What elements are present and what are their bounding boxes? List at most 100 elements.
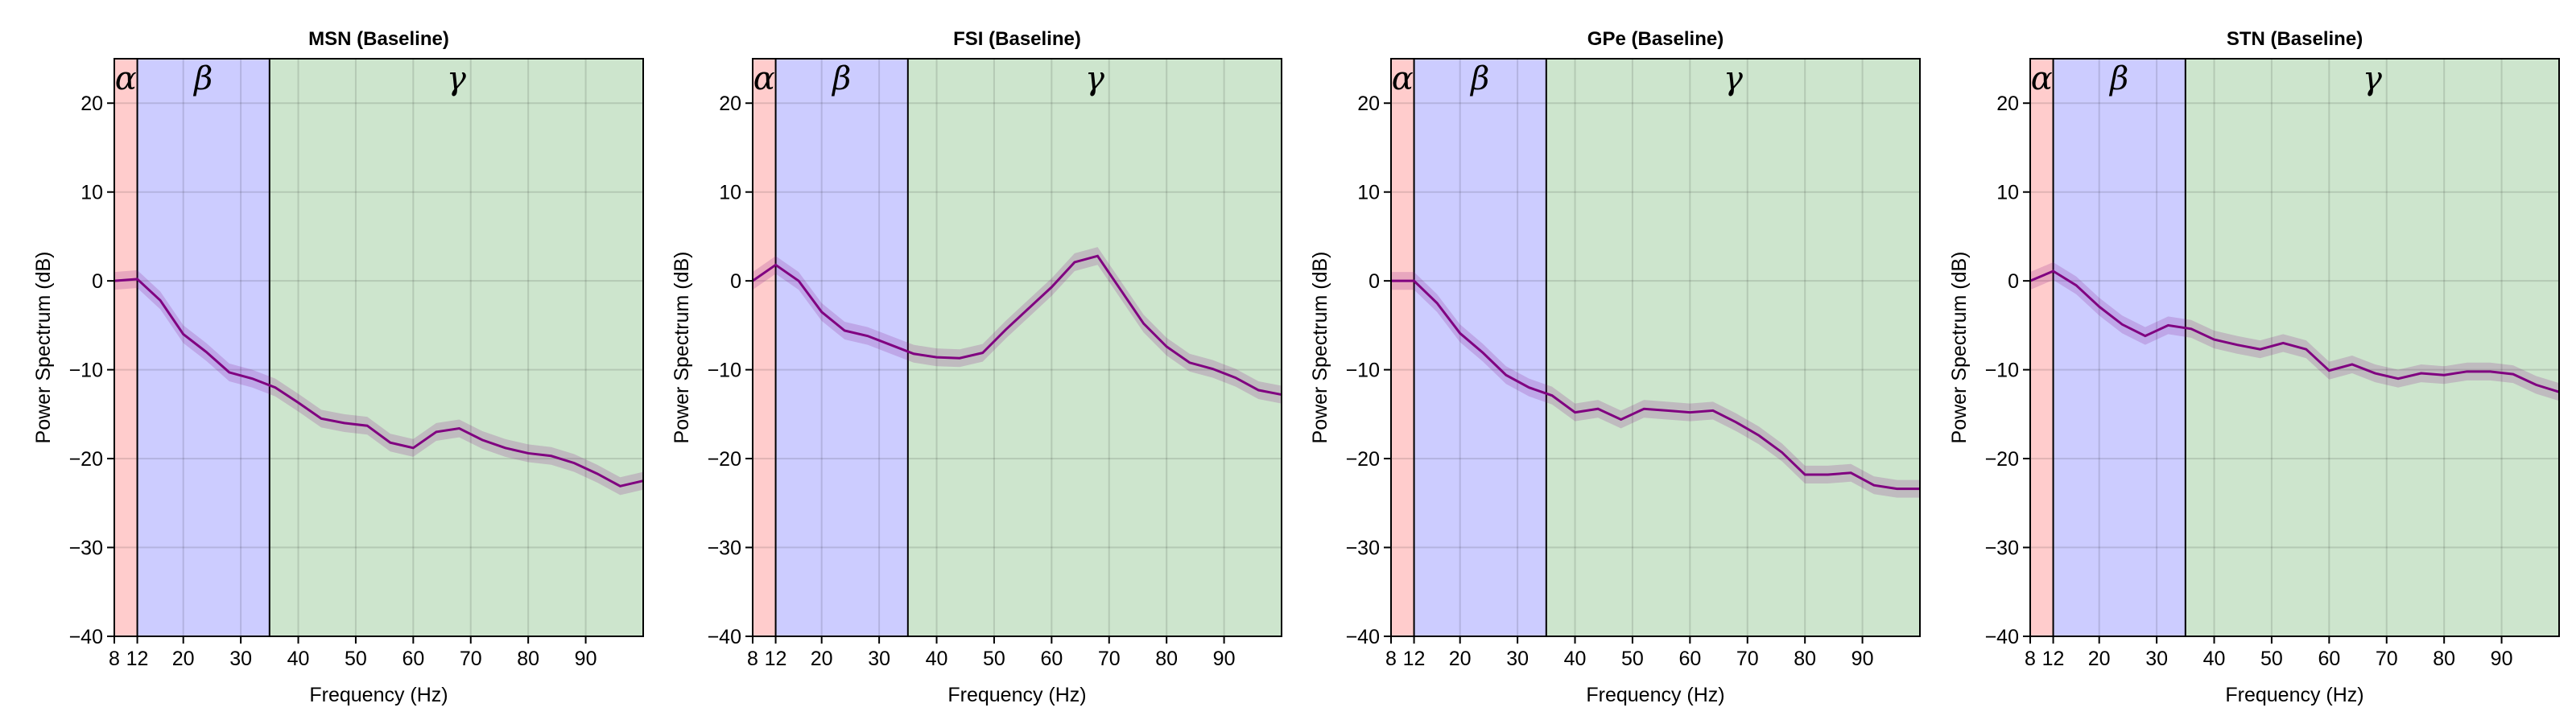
y-tick-label: 10 [719, 182, 741, 204]
x-axis-label: Frequency (Hz) [947, 684, 1086, 706]
x-tick-label: 80 [1155, 648, 1178, 670]
panel-stn: α β γ 8 12 20 30 40 50 60 70 80 90 −40 −30 −20 −10 0 10 20 S… [1948, 28, 2560, 706]
x-tick-label: 70 [460, 648, 482, 670]
band-label: α [2031, 60, 2053, 97]
chart-title: STN (Baseline) [2227, 28, 2363, 50]
x-tick-label: 8 [1385, 648, 1397, 670]
band-label: β [831, 60, 851, 97]
x-tick-label: 30 [868, 648, 890, 670]
y-tick-label: −10 [1985, 360, 2019, 382]
x-tick-label: 70 [1098, 648, 1121, 670]
band-label: β [192, 60, 213, 97]
panel-msn: α β γ 8 12 20 30 40 50 60 70 80 90 −40 −30 −20 −10 0 10 20 M… [32, 28, 644, 706]
band-2 [907, 59, 1282, 636]
band-label: γ [1724, 60, 1743, 97]
x-tick-label: 60 [2318, 648, 2340, 670]
chart-title: MSN (Baseline) [308, 28, 449, 50]
x-tick-label: 60 [1040, 648, 1063, 670]
y-axis-label: Power Spectrum (dB) [32, 252, 55, 444]
x-tick-label: 40 [926, 648, 948, 670]
band-0 [1391, 59, 1414, 636]
y-tick-label: 20 [719, 93, 741, 115]
axes-frame [1390, 58, 1921, 637]
band-1 [1414, 59, 1546, 636]
error-band [753, 247, 1282, 404]
y-tick-label: −40 [1346, 626, 1380, 648]
y-tick-label: 20 [1996, 93, 2019, 115]
band-label: γ [1085, 60, 1104, 97]
series-line [2029, 269, 2560, 393]
x-tick-label: 60 [402, 648, 424, 670]
x-tick-label: 12 [1403, 648, 1426, 670]
x-tick-label: 80 [517, 648, 539, 670]
band-label: α [115, 60, 137, 97]
y-tick-label: 0 [1368, 270, 1380, 293]
error-band [2030, 261, 2559, 401]
y-tick-label: −40 [69, 626, 103, 648]
axes-frame [114, 58, 644, 637]
x-tick-label: 12 [2042, 648, 2065, 670]
x-tick-label: 90 [2491, 648, 2513, 670]
panel-gpe: α β γ 8 12 20 30 40 50 60 70 80 90 −40 −30 −20 −10 0 10 20 G… [1309, 28, 1921, 706]
series-line [1391, 279, 1920, 491]
x-axis-label: Frequency (Hz) [1586, 684, 1724, 706]
y-tick-label: −20 [69, 448, 103, 471]
x-axis-label: Frequency (Hz) [309, 684, 448, 706]
y-axis-label: Power Spectrum (dB) [671, 252, 693, 444]
x-tick-label: 20 [811, 648, 833, 670]
band-1 [775, 59, 908, 636]
band-0 [753, 59, 776, 636]
x-tick-label: 90 [1213, 648, 1236, 670]
band-2 [269, 59, 643, 636]
axes-frame [2029, 58, 2560, 637]
x-tick-label: 80 [1794, 648, 1816, 670]
band-1 [2053, 59, 2186, 636]
x-tick-label: 8 [747, 648, 758, 670]
y-tick-label: 10 [1357, 182, 1380, 204]
band-0 [114, 59, 138, 636]
x-tick-label: 90 [1852, 648, 1874, 670]
band-0 [2030, 59, 2054, 636]
y-tick-label: −40 [1985, 626, 2019, 648]
x-tick-label: 70 [2376, 648, 2398, 670]
x-tick-label: 40 [2203, 648, 2226, 670]
x-tick-label: 60 [1678, 648, 1701, 670]
y-tick-label: −30 [69, 537, 103, 560]
x-axis-label: Frequency (Hz) [2225, 684, 2363, 706]
x-tick-label: 90 [575, 648, 597, 670]
y-tick-label: 20 [80, 93, 103, 115]
y-tick-label: 20 [1357, 93, 1380, 115]
error-band [114, 269, 643, 496]
x-tick-label: 50 [345, 648, 367, 670]
x-tick-label: 30 [1506, 648, 1529, 670]
x-tick-label: 70 [1736, 648, 1759, 670]
y-tick-label: 0 [2008, 270, 2019, 293]
y-axis-label: Power Spectrum (dB) [1948, 252, 1971, 444]
x-tick-label: 80 [2433, 648, 2455, 670]
y-tick-label: −10 [708, 360, 741, 382]
y-tick-label: −20 [708, 448, 741, 471]
series-line [114, 278, 644, 487]
x-tick-label: 30 [2145, 648, 2168, 670]
band-label: α [1392, 60, 1414, 97]
x-tick-label: 20 [2088, 648, 2111, 670]
y-tick-label: 0 [92, 270, 103, 293]
y-tick-label: −30 [1346, 537, 1380, 560]
band-label: γ [447, 60, 466, 97]
y-tick-label: −30 [1985, 537, 2019, 560]
y-tick-label: −10 [69, 360, 103, 382]
y-tick-label: 0 [730, 270, 741, 293]
x-tick-label: 40 [1564, 648, 1587, 670]
x-tick-label: 50 [1621, 648, 1644, 670]
y-axis-label: Power Spectrum (dB) [1309, 252, 1331, 444]
axes-frame [752, 58, 1282, 637]
y-tick-label: −10 [1346, 360, 1380, 382]
y-tick-label: −40 [708, 626, 741, 648]
x-tick-label: 8 [2025, 648, 2036, 670]
x-tick-label: 40 [287, 648, 310, 670]
x-tick-label: 30 [229, 648, 252, 670]
y-tick-label: −30 [708, 537, 741, 560]
band-2 [1546, 59, 1920, 636]
chart-title: FSI (Baseline) [953, 28, 1081, 50]
